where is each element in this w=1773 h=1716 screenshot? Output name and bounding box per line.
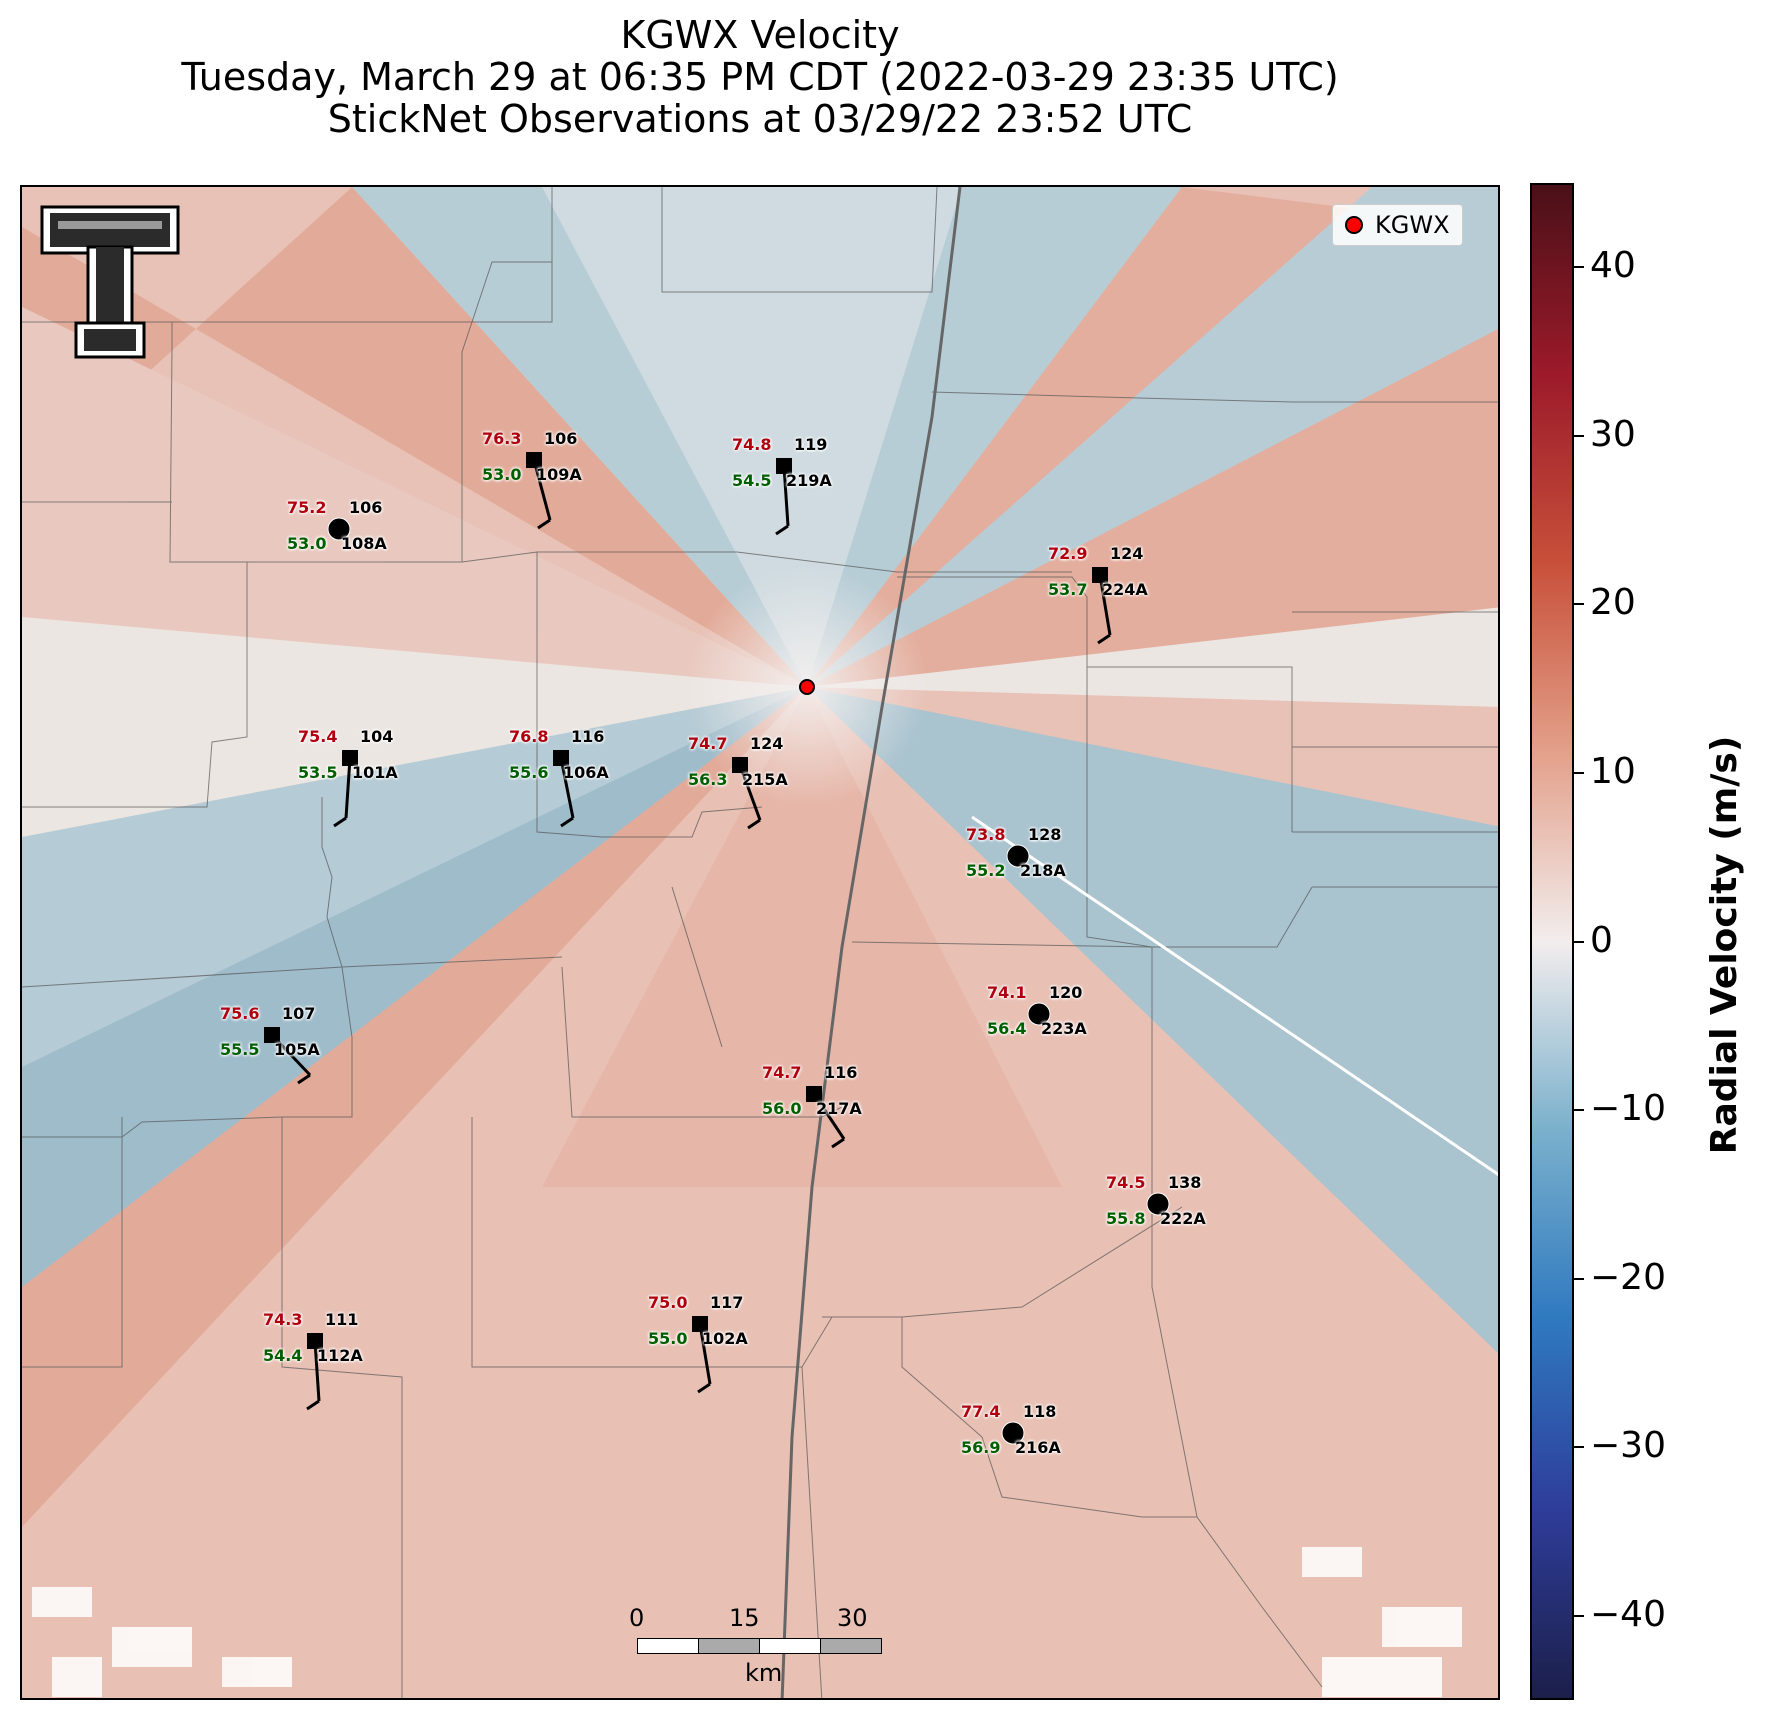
title-line-3: StickNet Observations at 03/29/22 23:52 … xyxy=(327,97,1193,141)
colorbar-tick-mark xyxy=(1574,1109,1584,1112)
colorbar-tick-mark xyxy=(1574,603,1584,606)
station-dewpoint: 56.4 xyxy=(987,1019,1027,1038)
station-wind-direction: 117 xyxy=(710,1293,744,1312)
station-wind-direction: 104 xyxy=(360,727,394,746)
station-dewpoint: 54.4 xyxy=(263,1346,303,1365)
station-id: 222A xyxy=(1160,1209,1206,1228)
station-temperature: 74.5 xyxy=(1106,1173,1146,1192)
station-wind-direction: 107 xyxy=(282,1004,316,1023)
colorbar-tick-mark xyxy=(1574,771,1584,774)
colorbar-tick-label: 0 xyxy=(1590,919,1613,961)
colorbar-tick-label: −20 xyxy=(1590,1256,1666,1298)
colorbar-tick-mark xyxy=(1574,434,1584,437)
colorbar-tick-label: 30 xyxy=(1590,413,1636,455)
station-dewpoint: 55.8 xyxy=(1106,1209,1146,1228)
texas-tech-double-t-logo xyxy=(40,205,180,359)
station-id: 218A xyxy=(1020,861,1066,880)
station-id: 219A xyxy=(786,471,832,490)
station-temperature: 75.4 xyxy=(298,727,338,746)
station-dewpoint: 56.3 xyxy=(688,770,728,789)
scale-segment-1 xyxy=(637,1638,699,1654)
scale-segment-2 xyxy=(698,1638,760,1654)
colorbar-tick-label: −10 xyxy=(1590,1088,1666,1130)
station-dewpoint: 55.5 xyxy=(220,1040,260,1059)
station-wind-direction: 124 xyxy=(750,734,784,753)
colorbar-tick-mark xyxy=(1574,1614,1584,1617)
legend-label: KGWX xyxy=(1375,211,1450,239)
station-temperature: 74.7 xyxy=(688,734,728,753)
station-temperature: 75.2 xyxy=(287,498,327,517)
station-dewpoint: 56.9 xyxy=(961,1438,1001,1457)
station-id: 108A xyxy=(341,534,387,553)
station-temperature: 76.3 xyxy=(482,429,522,448)
radar-map[interactable]: KGWX 75.2 106 53.0 108A 76.3 106 53.0 109A 74.8 1… xyxy=(20,185,1500,1700)
station-dewpoint: 53.0 xyxy=(482,465,522,484)
station-temperature: 75.0 xyxy=(648,1293,688,1312)
scale-tick-0: 0 xyxy=(629,1604,645,1632)
station-temperature: 76.8 xyxy=(509,727,549,746)
station-id: 216A xyxy=(1015,1438,1061,1457)
station-dewpoint: 53.7 xyxy=(1048,580,1088,599)
station-id: 215A xyxy=(742,770,788,789)
station-wind-direction: 116 xyxy=(571,727,605,746)
station-wind-direction: 106 xyxy=(349,498,383,517)
colorbar-tick-mark xyxy=(1574,1277,1584,1280)
colorbar-tick-label: −30 xyxy=(1590,1425,1666,1467)
station-id: 223A xyxy=(1041,1019,1087,1038)
title-line-1: KGWX Velocity xyxy=(620,13,900,57)
station-temperature: 77.4 xyxy=(961,1402,1001,1421)
scale-segment-4 xyxy=(820,1638,882,1654)
station-id: 109A xyxy=(536,465,582,484)
map-legend: KGWX xyxy=(1332,204,1463,246)
station-wind-direction: 120 xyxy=(1049,983,1083,1002)
colorbar-tick-label: −40 xyxy=(1590,1593,1666,1635)
station-id: 102A xyxy=(702,1329,748,1348)
station-wind-direction: 138 xyxy=(1168,1173,1202,1192)
radar-marker-icon xyxy=(1345,216,1363,234)
colorbar-tick-label: 20 xyxy=(1590,582,1636,624)
colorbar-label: Radial Velocity (m/s) xyxy=(1704,735,1745,1155)
station-id: 217A xyxy=(816,1099,862,1118)
station-temperature: 74.3 xyxy=(263,1310,303,1329)
station-temperature: 74.7 xyxy=(762,1063,802,1082)
station-temperature: 73.8 xyxy=(966,825,1006,844)
station-wind-direction: 128 xyxy=(1028,825,1062,844)
colorbar-tick-mark xyxy=(1574,940,1584,943)
station-id: 101A xyxy=(352,763,398,782)
station-wind-direction: 124 xyxy=(1110,544,1144,563)
radar-velocity-field xyxy=(22,187,1498,1698)
colorbar-tick-label: 10 xyxy=(1590,750,1636,792)
scale-unit: km xyxy=(745,1659,783,1687)
station-id: 105A xyxy=(274,1040,320,1059)
station-wind-direction: 116 xyxy=(824,1063,858,1082)
station-dewpoint: 53.5 xyxy=(298,763,338,782)
figure-title: KGWX Velocity Tuesday, March 29 at 06:35… xyxy=(20,14,1500,140)
station-wind-direction: 111 xyxy=(325,1310,359,1329)
station-wind-direction: 119 xyxy=(794,435,828,454)
station-temperature: 74.8 xyxy=(732,435,772,454)
station-id: 224A xyxy=(1102,580,1148,599)
station-dewpoint: 55.0 xyxy=(648,1329,688,1348)
colorbar-tick-mark xyxy=(1574,266,1584,269)
colorbar-tick-mark xyxy=(1574,1446,1584,1449)
station-id: 112A xyxy=(317,1346,363,1365)
station-wind-direction: 106 xyxy=(544,429,578,448)
station-dewpoint: 55.2 xyxy=(966,861,1006,880)
station-temperature: 74.1 xyxy=(987,983,1027,1002)
title-line-2: Tuesday, March 29 at 06:35 PM CDT (2022-… xyxy=(181,55,1339,99)
station-id: 106A xyxy=(563,763,609,782)
station-wind-direction: 118 xyxy=(1023,1402,1057,1421)
station-dewpoint: 56.0 xyxy=(762,1099,802,1118)
station-dewpoint: 54.5 xyxy=(732,471,772,490)
station-dewpoint: 55.6 xyxy=(509,763,549,782)
colorbar xyxy=(1530,183,1574,1700)
colorbar-tick-label: 40 xyxy=(1590,245,1636,287)
scale-segment-3 xyxy=(759,1638,821,1654)
scale-tick-30: 30 xyxy=(837,1604,868,1632)
scale-tick-15: 15 xyxy=(729,1604,760,1632)
station-temperature: 72.9 xyxy=(1048,544,1088,563)
scale-bar: 0 15 30 km xyxy=(629,1604,897,1694)
station-dewpoint: 53.0 xyxy=(287,534,327,553)
station-temperature: 75.6 xyxy=(220,1004,260,1023)
